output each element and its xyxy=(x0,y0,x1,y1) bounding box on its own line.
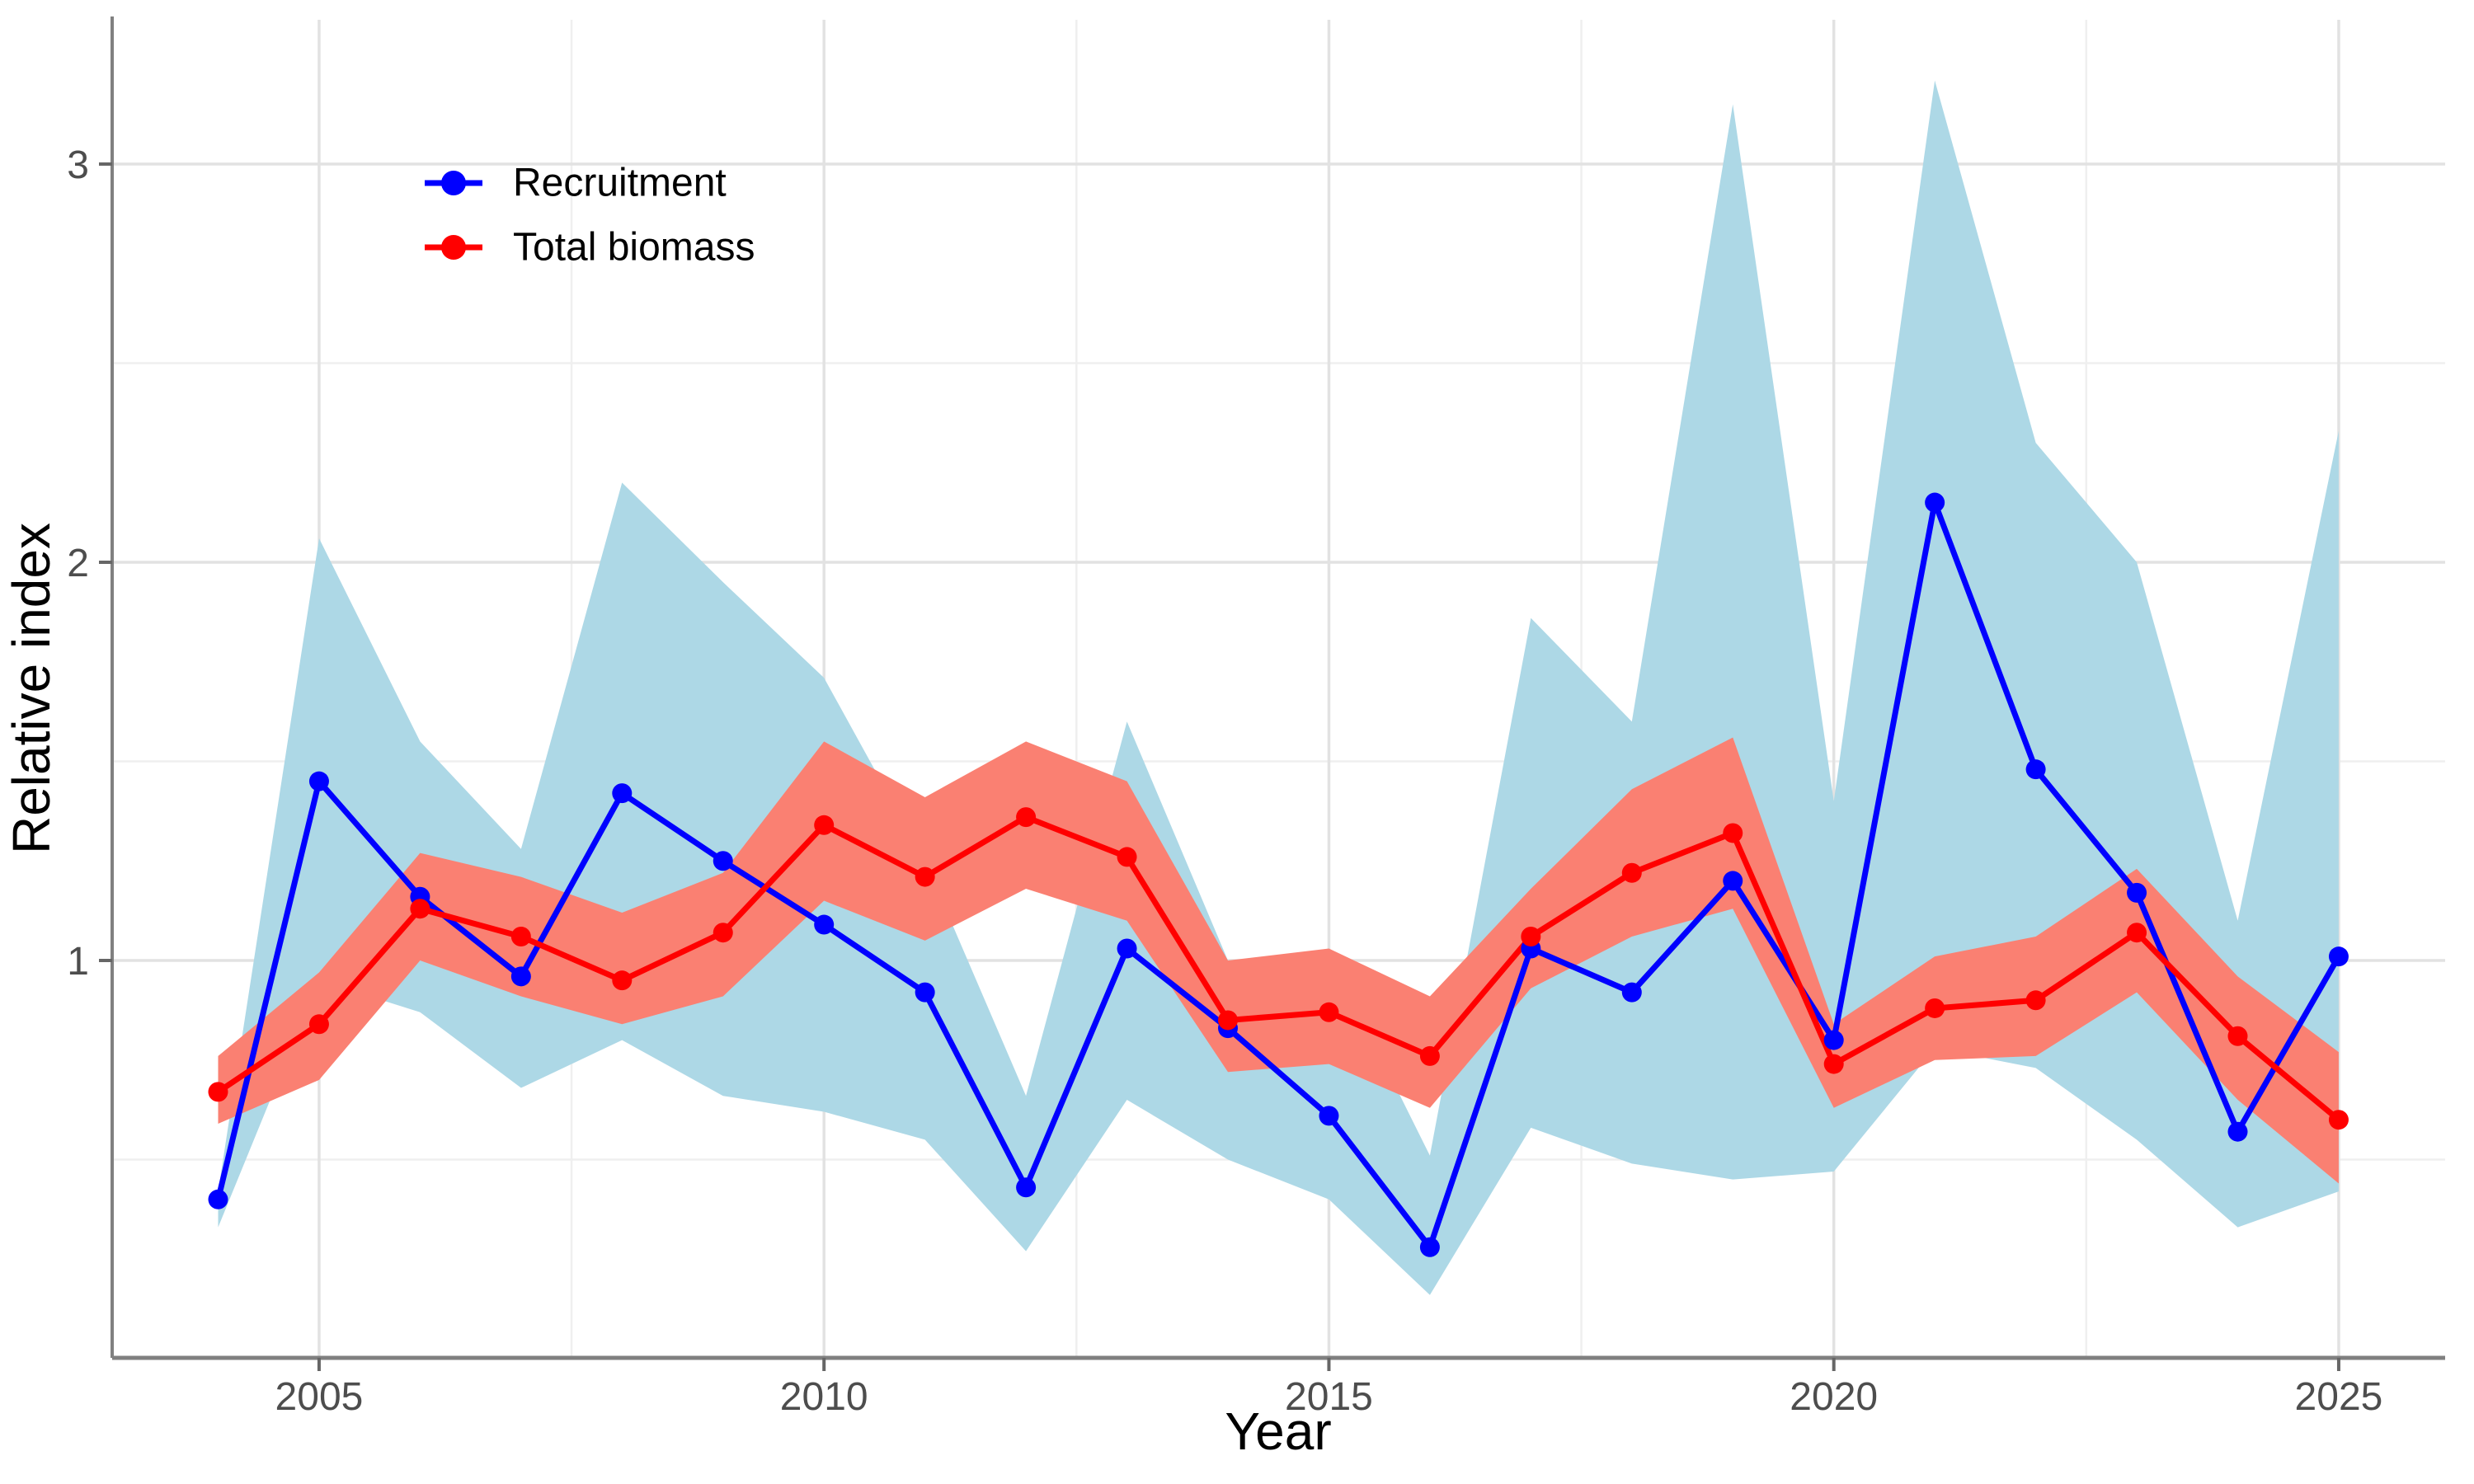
point-total-biomass xyxy=(1016,807,1037,828)
confidence-ribbons xyxy=(218,80,2339,1295)
point-total-biomass xyxy=(1521,927,1541,947)
point-recruitment xyxy=(612,783,633,804)
point-recruitment xyxy=(2127,882,2147,903)
point-recruitment xyxy=(2025,759,2046,780)
point-recruitment xyxy=(1925,492,1945,513)
point-recruitment xyxy=(208,1189,228,1209)
y-tick-label: 1 xyxy=(67,940,89,984)
point-total-biomass xyxy=(1419,1045,1440,1066)
point-total-biomass xyxy=(713,923,733,943)
point-total-biomass xyxy=(1925,998,1945,1018)
point-recruitment xyxy=(1723,871,1743,891)
point-total-biomass xyxy=(1723,823,1743,843)
legend-key-point xyxy=(441,235,466,260)
legend-keys xyxy=(425,171,482,260)
axis-ticks xyxy=(99,162,2340,1371)
point-recruitment xyxy=(1319,1106,1339,1126)
point-recruitment xyxy=(814,914,835,935)
series-points xyxy=(208,492,2349,1257)
legend-label-total-biomass: Total biomass xyxy=(513,226,755,270)
point-total-biomass xyxy=(208,1082,228,1102)
point-recruitment xyxy=(2328,946,2349,967)
x-axis-title: Year xyxy=(1225,1402,1331,1461)
line-total-biomass xyxy=(215,814,2342,1123)
ribbon-total-biomass xyxy=(218,737,2339,1184)
point-total-biomass xyxy=(510,927,531,947)
point-total-biomass xyxy=(2127,923,2147,943)
point-total-biomass xyxy=(612,970,633,991)
point-total-biomass xyxy=(2025,990,2046,1011)
point-recruitment xyxy=(1419,1237,1440,1257)
point-recruitment xyxy=(1621,982,1642,1003)
point-total-biomass xyxy=(1319,1002,1339,1022)
point-total-biomass xyxy=(2328,1110,2349,1130)
point-recruitment xyxy=(510,966,531,987)
y-axis-title: Relative index xyxy=(2,523,61,854)
point-total-biomass xyxy=(814,815,835,835)
x-tick-label: 2010 xyxy=(780,1375,868,1419)
point-total-biomass xyxy=(1117,847,1137,867)
point-recruitment xyxy=(2227,1121,2248,1142)
legend-key-point xyxy=(441,171,466,195)
point-total-biomass xyxy=(1823,1054,1844,1074)
y-tick-label: 2 xyxy=(67,542,89,585)
point-total-biomass xyxy=(1621,862,1642,883)
point-recruitment xyxy=(308,771,329,791)
point-total-biomass xyxy=(410,899,430,919)
point-total-biomass xyxy=(1218,1010,1238,1031)
series-lines xyxy=(215,500,2342,1251)
y-tick-label: 3 xyxy=(67,143,89,187)
point-total-biomass xyxy=(2227,1026,2248,1046)
point-recruitment xyxy=(1117,938,1137,959)
tick-labels: 1 2 3 2005 2010 2015 2020 2025 xyxy=(67,143,2382,1419)
x-tick-label: 2020 xyxy=(1790,1375,1878,1419)
point-recruitment xyxy=(1016,1177,1037,1198)
legend-label-recruitment: Recruitment xyxy=(513,162,727,205)
point-recruitment xyxy=(915,982,935,1003)
x-tick-label: 2025 xyxy=(2295,1375,2383,1419)
point-total-biomass xyxy=(308,1014,329,1035)
point-total-biomass xyxy=(915,866,935,887)
x-tick-label: 2015 xyxy=(1285,1375,1373,1419)
line-recruitment xyxy=(215,500,2342,1251)
axis-lines xyxy=(111,16,2445,1360)
legend: Recruitment Total biomass xyxy=(425,162,755,270)
x-tick-label: 2005 xyxy=(275,1375,364,1419)
point-recruitment xyxy=(1823,1030,1844,1050)
point-recruitment xyxy=(713,851,733,871)
